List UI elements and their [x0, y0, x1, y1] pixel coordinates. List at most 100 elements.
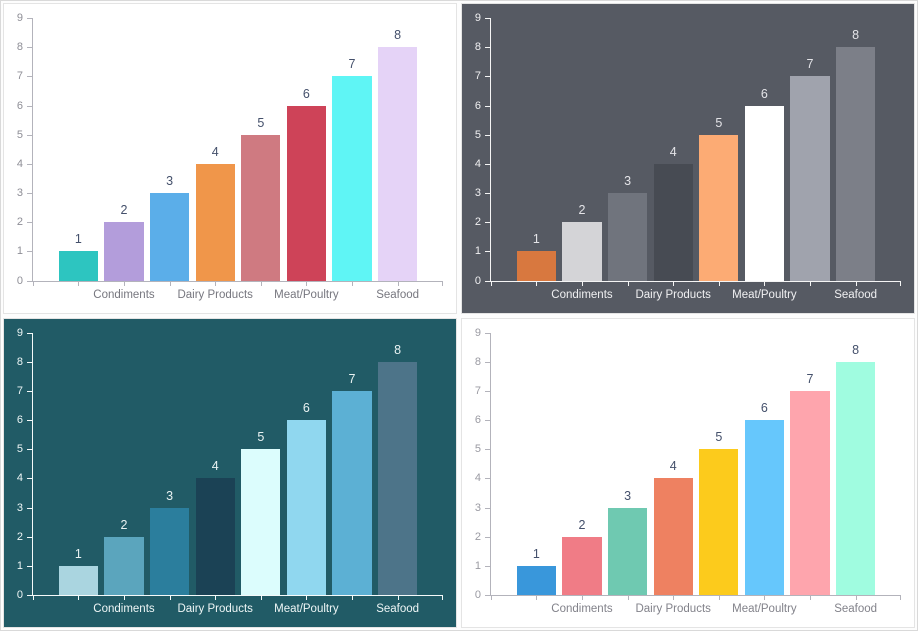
- bar[interactable]: [58, 565, 98, 595]
- bar-value-label: 7: [806, 371, 814, 386]
- x-tick-mark: [306, 595, 308, 600]
- y-tick-mark: [485, 47, 490, 49]
- bar[interactable]: [149, 193, 190, 281]
- y-tick-label: 4: [474, 472, 481, 485]
- y-tick-mark: [27, 332, 32, 334]
- x-category-label: Condiments: [551, 603, 613, 615]
- bar[interactable]: [286, 420, 327, 595]
- bar[interactable]: [241, 449, 281, 595]
- bars-row: 1 2 3 4 5 6 7 8: [33, 333, 443, 600]
- y-tick-label: 6: [474, 99, 481, 112]
- x-axis-end-tick: [442, 280, 443, 286]
- x-tick-mark: [581, 280, 583, 286]
- x-category-label: Meat/Poultry: [274, 288, 339, 301]
- x-tick-mark: [536, 280, 538, 286]
- x-tick-mark: [718, 280, 720, 286]
- bar[interactable]: [790, 76, 830, 281]
- y-tick-mark: [485, 18, 490, 19]
- chart-top-right: 0 1 2 3 4 5 6 7 8 9 1 2 3 4 5 6 7 8 Condiments Dairy Prod…: [461, 3, 915, 314]
- y-tick-label: 2: [16, 216, 23, 229]
- y-tick-mark: [27, 193, 32, 194]
- x-category-label: Dairy Products: [177, 603, 253, 615]
- x-category-label: Dairy Products: [177, 288, 253, 301]
- bar[interactable]: [607, 193, 648, 281]
- x-tick-mark: [123, 595, 125, 600]
- bar[interactable]: [241, 134, 281, 281]
- bar[interactable]: [516, 565, 556, 595]
- y-tick-label: 3: [16, 187, 23, 199]
- y-tick-label: 7: [474, 70, 481, 83]
- bar-slot: 2: [101, 333, 147, 600]
- bar[interactable]: [195, 478, 235, 595]
- bar[interactable]: [378, 361, 418, 595]
- x-axis-end-tick: [900, 595, 901, 600]
- x-tick-mark: [215, 280, 217, 286]
- bar-value-label: 4: [211, 144, 219, 159]
- y-tick-label: 6: [474, 414, 481, 426]
- bar-value-label: 6: [760, 401, 768, 416]
- y-tick-mark: [27, 76, 32, 78]
- bar[interactable]: [286, 105, 327, 281]
- y-tick-mark: [27, 507, 32, 509]
- bar-slot: 5: [696, 18, 742, 286]
- bar[interactable]: [699, 449, 739, 595]
- y-tick-mark: [485, 595, 490, 596]
- y-tick-mark: [27, 478, 32, 480]
- y-tick-label: 3: [474, 187, 481, 199]
- y-tick-label: 1: [474, 559, 481, 572]
- y-tick-label: 8: [474, 355, 481, 368]
- x-axis-end-tick: [900, 280, 901, 286]
- y-tick-label: 1: [16, 559, 23, 572]
- y-tick-mark: [27, 280, 32, 282]
- bar[interactable]: [562, 222, 602, 281]
- bar-value-label: 6: [760, 86, 768, 101]
- x-category-label: Meat/Poultry: [732, 603, 797, 615]
- bar[interactable]: [104, 536, 144, 595]
- bar-value-label: 5: [257, 115, 265, 130]
- bar[interactable]: [744, 105, 785, 281]
- y-tick-mark: [27, 47, 32, 49]
- bar[interactable]: [516, 251, 556, 281]
- y-tick-label: 2: [474, 216, 481, 229]
- y-tick-label: 7: [474, 384, 481, 397]
- bar[interactable]: [699, 134, 739, 281]
- bar[interactable]: [836, 361, 876, 595]
- bar[interactable]: [744, 420, 785, 595]
- bar-value-label: 7: [348, 371, 356, 386]
- x-category-label: Condiments: [93, 603, 155, 615]
- bar[interactable]: [149, 507, 190, 595]
- bar[interactable]: [607, 507, 648, 595]
- bar-slot: 3: [605, 18, 651, 286]
- plot-area: 0 1 2 3 4 5 6 7 8 9 1 2 3 4 5 6 7 8 Condiments Dairy Prod…: [475, 327, 901, 615]
- y-tick-label: 8: [16, 355, 23, 368]
- x-category-label: Dairy Products: [635, 288, 711, 301]
- y-tick-mark: [485, 222, 490, 224]
- bar[interactable]: [836, 47, 876, 281]
- bar[interactable]: [653, 478, 693, 595]
- x-category-label: Condiments: [93, 288, 155, 301]
- chart-top-left: 0 1 2 3 4 5 6 7 8 9 1 2 3 4 5 6 7 8 Condiments Dairy Prod…: [3, 3, 457, 314]
- y-tick-mark: [27, 565, 32, 567]
- y-tick-label: 4: [474, 157, 481, 170]
- x-tick-mark: [855, 280, 857, 286]
- y-tick-mark: [485, 251, 490, 253]
- y-tick-label: 0: [16, 589, 23, 601]
- bars-row: 1 2 3 4 5 6 7 8: [491, 333, 901, 600]
- chart-bottom-left: 0 1 2 3 4 5 6 7 8 9 1 2 3 4 5 6 7 8 Condiments Dairy Prod…: [3, 317, 457, 628]
- bar[interactable]: [790, 390, 830, 595]
- y-tick-label: 7: [16, 70, 23, 83]
- bar[interactable]: [378, 47, 418, 281]
- x-tick-mark: [764, 595, 766, 600]
- bar[interactable]: [332, 76, 372, 281]
- bar[interactable]: [562, 536, 602, 595]
- bar[interactable]: [58, 251, 98, 281]
- y-tick-mark: [27, 361, 32, 363]
- bar-slot: 7: [329, 18, 375, 286]
- bar[interactable]: [332, 390, 372, 595]
- bar[interactable]: [104, 222, 144, 281]
- bar[interactable]: [195, 163, 235, 281]
- y-tick-label: 9: [16, 326, 23, 339]
- bar[interactable]: [653, 163, 693, 281]
- bar-value-label: 6: [302, 86, 310, 101]
- bar-value-label: 5: [257, 430, 265, 445]
